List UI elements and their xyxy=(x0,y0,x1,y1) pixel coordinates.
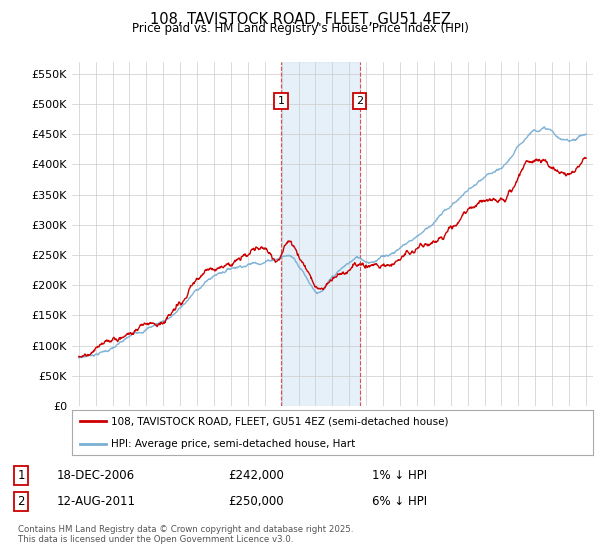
Text: £242,000: £242,000 xyxy=(228,469,284,482)
Text: 1: 1 xyxy=(17,469,25,482)
Text: 108, TAVISTOCK ROAD, FLEET, GU51 4EZ: 108, TAVISTOCK ROAD, FLEET, GU51 4EZ xyxy=(149,12,451,27)
Text: Contains HM Land Registry data © Crown copyright and database right 2025.
This d: Contains HM Land Registry data © Crown c… xyxy=(18,525,353,544)
Text: 2: 2 xyxy=(17,495,25,508)
Text: £250,000: £250,000 xyxy=(228,495,284,508)
Bar xyxy=(281,62,360,406)
Text: 6% ↓ HPI: 6% ↓ HPI xyxy=(372,495,427,508)
Text: HPI: Average price, semi-detached house, Hart: HPI: Average price, semi-detached house,… xyxy=(111,438,355,449)
Text: 18-DEC-2006: 18-DEC-2006 xyxy=(57,469,135,482)
Text: 1% ↓ HPI: 1% ↓ HPI xyxy=(372,469,427,482)
Text: 108, TAVISTOCK ROAD, FLEET, GU51 4EZ (semi-detached house): 108, TAVISTOCK ROAD, FLEET, GU51 4EZ (se… xyxy=(111,416,449,426)
Text: 2: 2 xyxy=(356,96,364,106)
Text: 1: 1 xyxy=(277,96,284,106)
Text: 12-AUG-2011: 12-AUG-2011 xyxy=(57,495,136,508)
Text: Price paid vs. HM Land Registry's House Price Index (HPI): Price paid vs. HM Land Registry's House … xyxy=(131,22,469,35)
